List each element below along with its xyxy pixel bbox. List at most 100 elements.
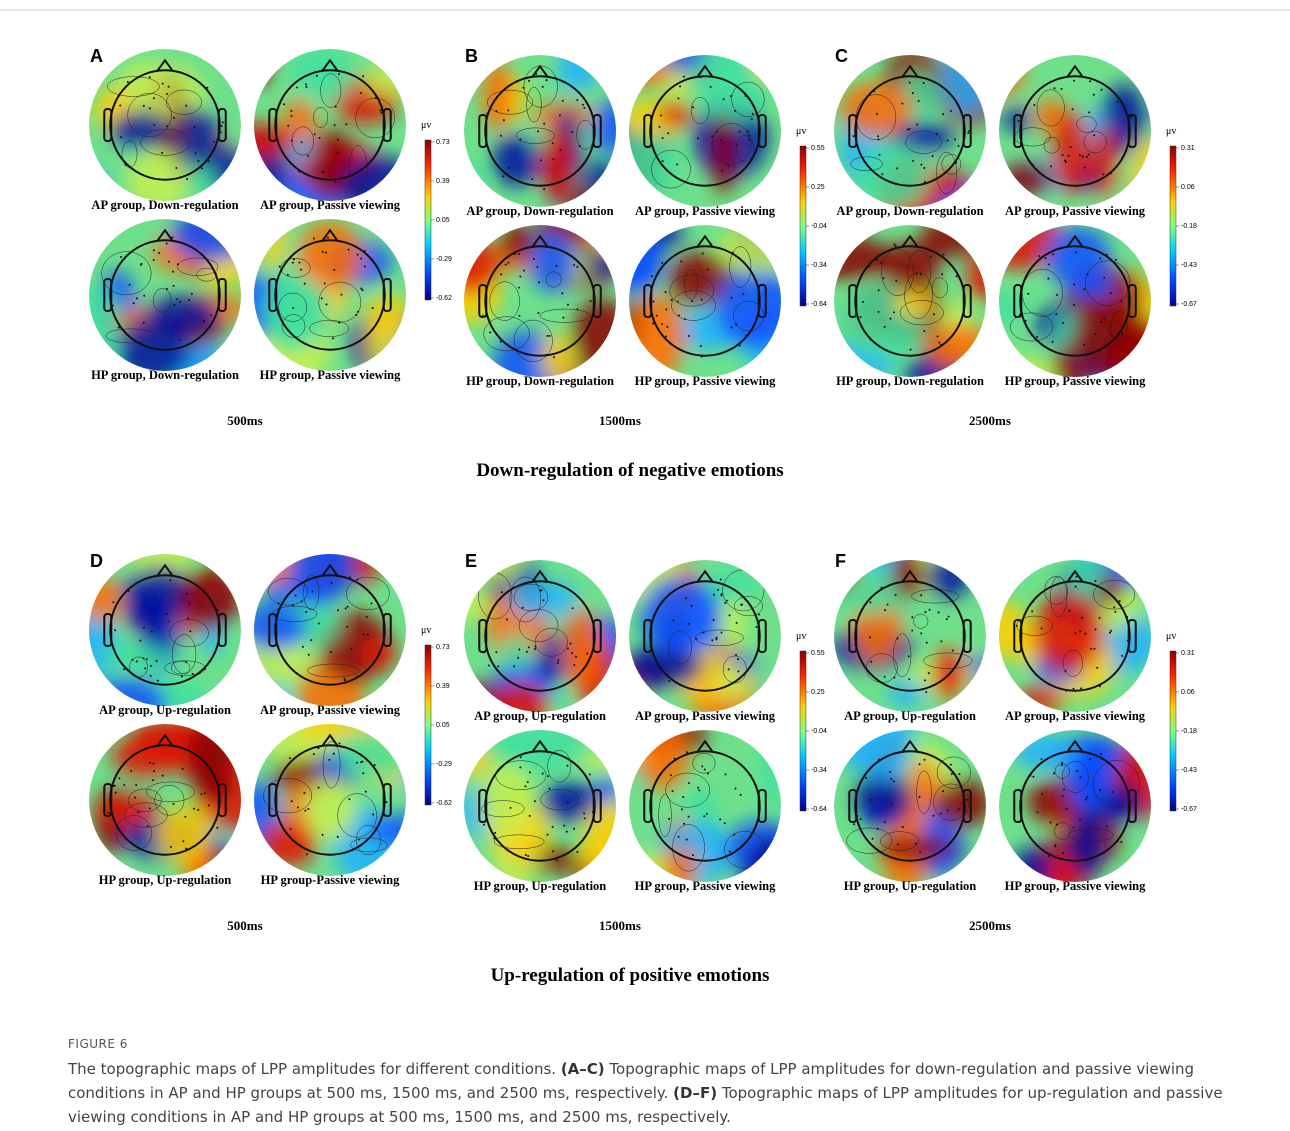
blob [716,266,797,349]
electrode [357,254,359,256]
panel-letter: B [465,46,478,66]
electrode [152,763,154,765]
electrode [692,106,694,108]
electrode [175,167,177,169]
blob [501,223,535,261]
electrode [1041,628,1043,630]
map-label: HP group, Passive viewing [635,374,777,388]
colorbar-tick-label: 0.06 [1181,689,1195,696]
electrode [589,773,591,775]
electrode [1103,277,1105,279]
electrode [136,297,138,299]
electrode [311,590,313,592]
electrode [559,114,561,116]
electrode [186,593,188,595]
electrode [1093,94,1095,96]
electrode [161,152,163,154]
blob [492,135,541,187]
electrode [713,594,715,596]
map-label: AP group, Passive viewing [635,204,776,218]
electrode [665,308,667,310]
electrode [278,603,280,605]
electrode [925,691,927,693]
map-label: AP group, Passive viewing [260,198,401,212]
electrode [758,614,760,616]
electrode [896,638,898,640]
electrode [1073,304,1075,306]
electrode [908,655,910,657]
electrode [536,266,538,268]
electrode [293,258,295,260]
electrode [112,601,114,603]
blob [541,781,598,822]
electrode [895,245,897,247]
electrode [150,675,152,677]
electrode [169,579,171,581]
electrode [724,822,726,824]
electrode [582,104,584,106]
blob [355,540,380,585]
electrode [531,178,533,180]
electrode [555,265,557,267]
electrode [1074,632,1076,634]
electrode [1070,146,1072,148]
electrode [583,812,585,814]
electrode [1038,255,1040,257]
electrode [538,281,540,283]
blob [172,208,251,262]
electrode [537,130,539,132]
electrode [912,160,914,162]
electrode [495,651,497,653]
colorbar-tick-label: 0.39 [436,178,450,185]
map-label: HP group, Down-regulation [466,374,614,388]
electrode [552,850,554,852]
blob [1065,274,1117,299]
time-label: 1500ms [599,918,641,933]
electrode [1093,134,1095,136]
electrode [489,331,491,333]
electrode [1062,322,1064,324]
electrode [940,640,942,642]
electrode [290,828,292,830]
electrode [543,599,545,601]
electrode [328,759,330,761]
electrode [932,155,934,157]
electrode [1075,586,1077,588]
electrode [1109,632,1111,634]
electrode [156,660,158,662]
electrode [736,145,738,147]
blob [245,54,274,84]
electrode [710,86,712,88]
electrode [313,753,315,755]
electrode [1065,161,1067,163]
electrode [185,661,187,663]
electrode [166,613,168,615]
map-label: AP group, Up-regulation [99,703,231,717]
electrode [697,137,699,139]
electrode [345,607,347,609]
electrode [672,620,674,622]
electrode [665,291,667,293]
electrode [518,315,520,317]
electrode [279,266,281,268]
electrode [316,75,318,77]
electrode [918,100,920,102]
blob [887,680,926,706]
electrode [1054,844,1056,846]
electrode [923,759,925,761]
colorbar-tick-label: -0.67 [1181,301,1197,308]
electrode [683,76,685,78]
electrode [919,796,921,798]
electrode [488,665,490,667]
electrode [295,594,297,596]
electrode [483,824,485,826]
electrode [358,839,360,841]
electrode [878,138,880,140]
map-label: AP group, Up-regulation [844,709,976,723]
electrode [958,773,960,775]
topomap [976,551,1161,712]
electrode [872,838,874,840]
electrode [1096,667,1098,669]
blob [449,741,492,777]
electrode [661,262,663,264]
